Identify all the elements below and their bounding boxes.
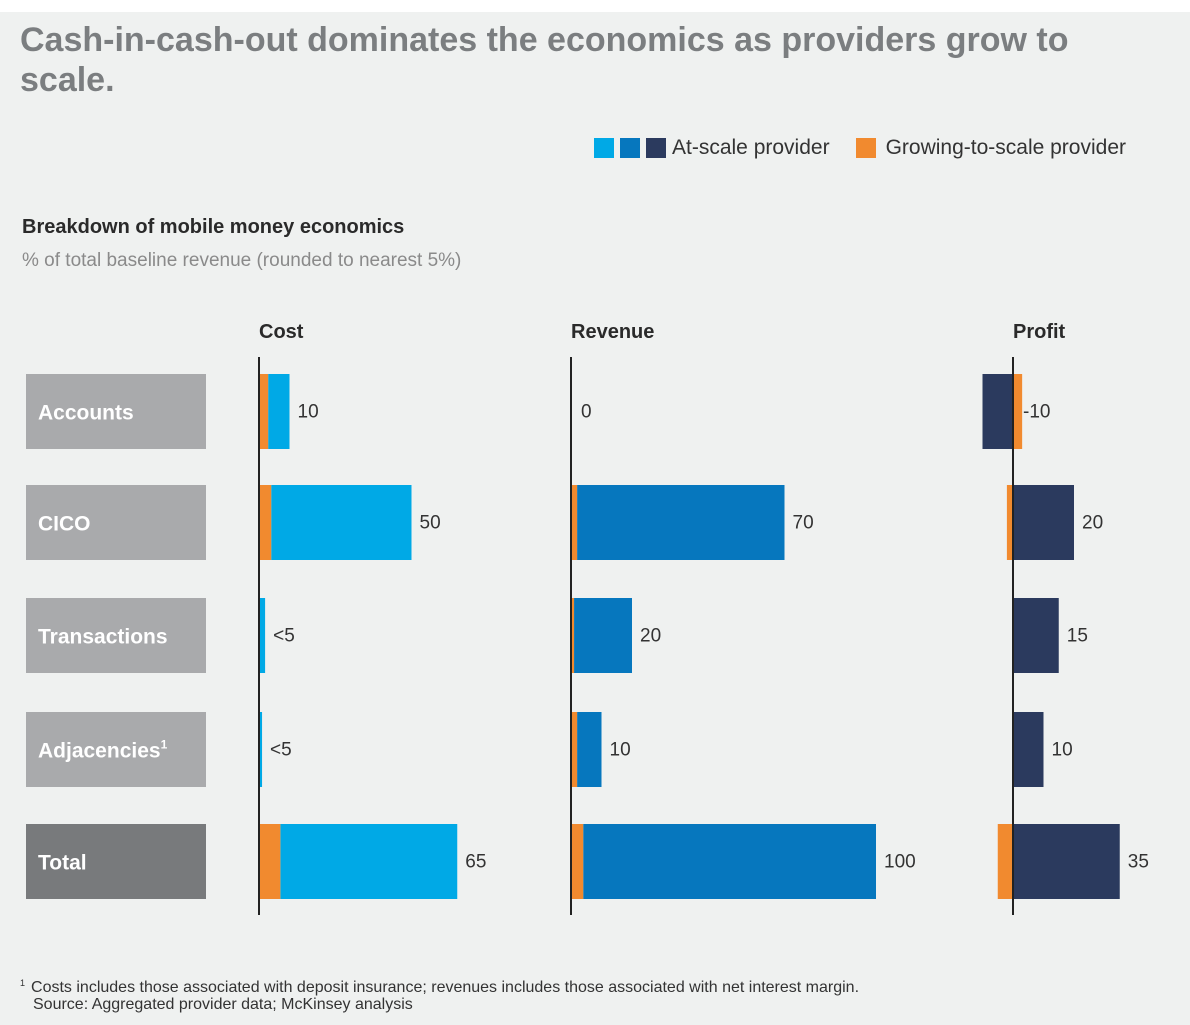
- chart-title: Cash-in-cash-out dominates the economics…: [20, 21, 1069, 99]
- panel-header-cost: Cost: [259, 321, 304, 343]
- panel-header-revenue: Revenue: [571, 321, 654, 343]
- footnote-marker: 1: [20, 978, 26, 988]
- chart-subhead: Breakdown of mobile money economics: [22, 216, 405, 238]
- bar-growing-revenue-cico: [571, 485, 578, 560]
- category-label-transactions: Transactions: [38, 626, 168, 649]
- value-label-revenue-adjacencies: 10: [610, 740, 631, 761]
- bar-growing-profit-total: [997, 824, 1013, 899]
- bar-growing-cost-total: [259, 824, 281, 899]
- value-label-revenue-total: 100: [884, 852, 916, 873]
- bar-profit-accounts: [982, 374, 1013, 449]
- bar-cost-adjacencies: [259, 712, 263, 787]
- bar-growing-revenue-adjacencies: [571, 712, 578, 787]
- category-box-adjacencies: [26, 712, 206, 787]
- category-footnote-marker: 1: [161, 738, 168, 752]
- source-note: Source: Aggregated provider data; McKins…: [33, 996, 413, 1013]
- bar-profit-transactions: [1013, 598, 1059, 673]
- bar-cost-cico: [271, 485, 412, 560]
- panel-header-profit: Profit: [1013, 321, 1066, 343]
- bar-cost-accounts: [268, 374, 290, 449]
- value-label-profit-cico: 20: [1082, 513, 1103, 534]
- value-label-profit-transactions: 15: [1067, 626, 1088, 647]
- value-label-revenue-accounts: 0: [581, 402, 592, 423]
- bar-growing-revenue-transactions: [571, 598, 575, 673]
- category-box-transactions: [26, 598, 206, 673]
- category-label-accounts: Accounts: [38, 402, 134, 425]
- bar-growing-profit-cico: [1006, 485, 1013, 560]
- category-box-total: [26, 824, 206, 899]
- bar-growing-cost-accounts: [259, 374, 269, 449]
- footnote: 1 Costs includes those associated with de…: [20, 970, 859, 1001]
- legend-at-scale-label: At-scale provider: [672, 136, 830, 159]
- category-box-accounts: [26, 374, 206, 449]
- unit-note: % of total baseline revenue (rounded to …: [22, 250, 462, 271]
- category-box-cico: [26, 485, 206, 560]
- legend-swatch-navy: [646, 138, 666, 158]
- value-label-cost-cico: 50: [420, 513, 441, 534]
- bar-revenue-total: [583, 824, 876, 899]
- bar-cost-total: [280, 824, 458, 899]
- category-label-adjacencies: Adjacencies1: [38, 738, 168, 763]
- bar-growing-revenue-total: [571, 824, 584, 899]
- legend-swatch-light-blue: [594, 138, 614, 158]
- value-label-profit-total: 35: [1128, 852, 1149, 873]
- footnote-text: Costs includes those associated with dep…: [31, 979, 860, 996]
- bar-revenue-adjacencies: [577, 712, 602, 787]
- value-label-cost-adjacencies: <5: [270, 740, 292, 761]
- value-label-revenue-cico: 70: [793, 513, 814, 534]
- bar-growing-cost-cico: [259, 485, 272, 560]
- bar-profit-adjacencies: [1013, 712, 1044, 787]
- legend: At-scale provider Growing-to-scale provi…: [594, 136, 1126, 160]
- value-label-profit-accounts: -10: [1023, 402, 1050, 423]
- category-label-cico: CICO: [38, 513, 91, 536]
- value-label-cost-transactions: <5: [273, 626, 295, 647]
- bar-chart: Accounts CICO Transactions Adjacencies1 Tota…: [26, 321, 1149, 915]
- value-label-revenue-transactions: 20: [640, 626, 661, 647]
- value-label-profit-adjacencies: 10: [1052, 740, 1073, 761]
- bar-cost-transactions: [259, 598, 266, 673]
- chart-panel: Cash-in-cash-out dominates the economics…: [0, 12, 1190, 1025]
- bar-profit-total: [1013, 824, 1120, 899]
- legend-swatch-orange: [855, 138, 876, 158]
- bar-growing-profit-accounts: [1013, 374, 1023, 449]
- legend-swatch-mid-blue: [620, 138, 640, 158]
- bar-revenue-cico: [577, 485, 785, 560]
- bar-profit-cico: [1013, 485, 1074, 560]
- value-label-cost-accounts: 10: [298, 402, 319, 423]
- value-label-cost-total: 65: [465, 852, 486, 873]
- bar-revenue-transactions: [574, 598, 632, 673]
- category-label-total: Total: [38, 852, 87, 875]
- legend-growing-label: Growing-to-scale provider: [885, 136, 1126, 159]
